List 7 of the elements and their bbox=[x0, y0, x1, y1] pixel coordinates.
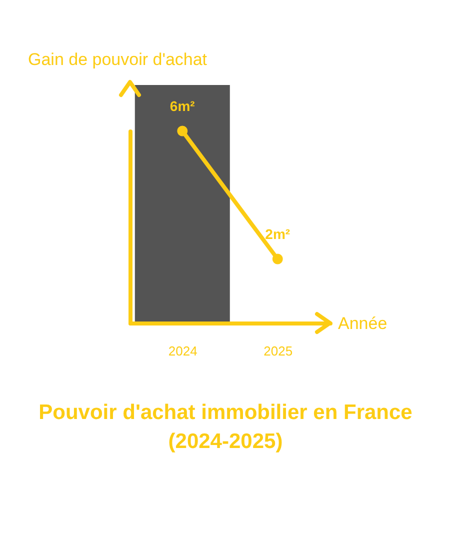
text: Pouvoir d'achat immobilier en France (2024-2025) bbox=[38, 400, 414, 455]
x-tick-label: 2025 bbox=[264, 344, 293, 358]
x-axis-title: Année bbox=[338, 314, 388, 334]
data-label: 2m² bbox=[265, 226, 290, 242]
data-label: 6m² bbox=[170, 98, 196, 114]
x-tick-label: 2024 bbox=[168, 344, 198, 358]
y-axis-title: Gain de pouvoir d'achat bbox=[28, 50, 208, 70]
